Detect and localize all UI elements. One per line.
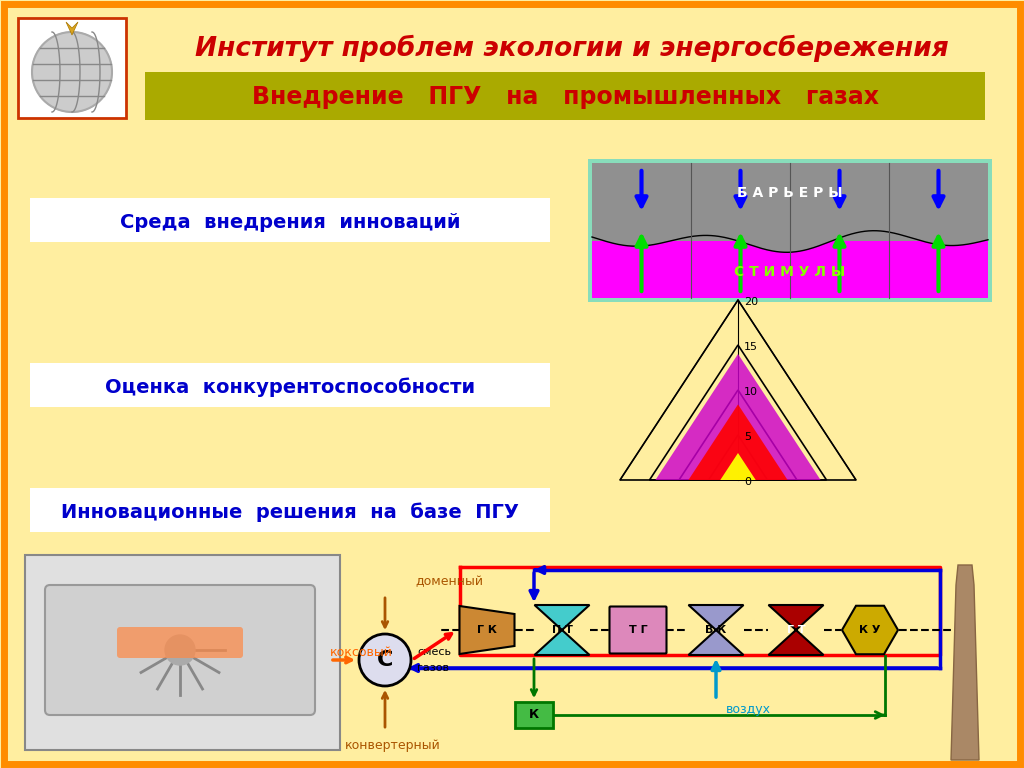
Polygon shape — [592, 163, 988, 253]
Text: воздух: воздух — [726, 703, 771, 717]
FancyBboxPatch shape — [588, 159, 992, 302]
Text: Институт проблем экологии и энергосбережения: Институт проблем экологии и энергосбереж… — [196, 35, 949, 61]
FancyBboxPatch shape — [45, 585, 315, 715]
Text: К У: К У — [859, 625, 881, 635]
Text: газов: газов — [417, 663, 449, 673]
FancyBboxPatch shape — [4, 4, 1020, 764]
FancyBboxPatch shape — [592, 163, 988, 241]
Text: коксовый: коксовый — [330, 645, 393, 658]
FancyBboxPatch shape — [609, 607, 667, 654]
Text: 5: 5 — [744, 432, 751, 442]
Text: Внедрение   ПГУ   на   промышленных   газах: Внедрение ПГУ на промышленных газах — [252, 85, 879, 109]
FancyBboxPatch shape — [18, 18, 126, 118]
Polygon shape — [535, 605, 590, 655]
FancyBboxPatch shape — [30, 198, 550, 242]
FancyBboxPatch shape — [117, 627, 243, 658]
Text: Инновационные  решения  на  базе  ПГУ: Инновационные решения на базе ПГУ — [61, 502, 519, 521]
Text: 10: 10 — [744, 387, 758, 397]
FancyBboxPatch shape — [515, 702, 553, 728]
Text: П Т: П Т — [552, 625, 572, 635]
Polygon shape — [842, 606, 898, 654]
FancyBboxPatch shape — [145, 72, 985, 120]
Text: Оценка  конкурентоспособности: Оценка конкурентоспособности — [104, 377, 475, 397]
Text: Г Т: Г Т — [786, 625, 805, 635]
Text: конвертерный: конвертерный — [345, 739, 440, 752]
Polygon shape — [460, 606, 514, 654]
Text: Т Г: Т Г — [629, 625, 647, 635]
Text: Б А Р Ь Е Р Ы: Б А Р Ь Е Р Ы — [737, 186, 843, 200]
Text: Среда  внедрения  инноваций: Среда внедрения инноваций — [120, 213, 460, 231]
FancyBboxPatch shape — [30, 488, 550, 532]
Text: 20: 20 — [744, 297, 758, 307]
Text: С Т И М У Л Ы: С Т И М У Л Ы — [734, 266, 846, 280]
Polygon shape — [720, 453, 756, 480]
Polygon shape — [688, 605, 743, 655]
Circle shape — [32, 32, 112, 112]
Polygon shape — [768, 605, 823, 655]
FancyBboxPatch shape — [30, 363, 550, 407]
Text: 0: 0 — [744, 477, 751, 487]
Polygon shape — [688, 405, 787, 480]
FancyBboxPatch shape — [25, 555, 340, 750]
Polygon shape — [951, 565, 979, 760]
Text: К: К — [529, 709, 539, 721]
Circle shape — [165, 635, 195, 665]
FancyBboxPatch shape — [592, 241, 988, 298]
Text: С: С — [377, 650, 393, 670]
Text: 15: 15 — [744, 342, 758, 352]
Polygon shape — [66, 22, 78, 35]
Circle shape — [359, 634, 411, 686]
Text: доменный: доменный — [415, 575, 483, 588]
Polygon shape — [655, 354, 820, 480]
Text: Г К: Г К — [477, 625, 497, 635]
Text: смесь: смесь — [417, 647, 451, 657]
Text: В К: В К — [706, 625, 727, 635]
